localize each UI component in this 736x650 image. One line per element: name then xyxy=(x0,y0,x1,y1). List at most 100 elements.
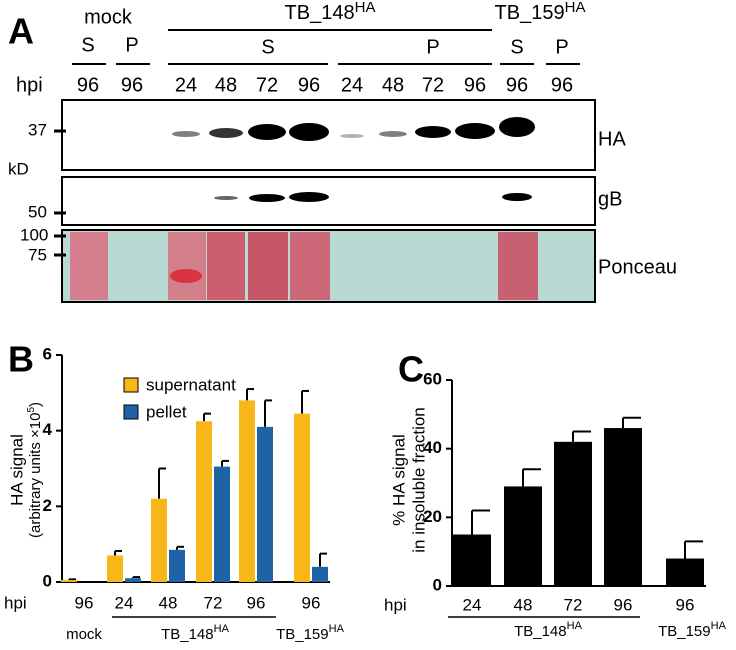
fraction-label: S xyxy=(510,36,523,58)
bar xyxy=(196,421,212,582)
lane-label: 96 xyxy=(121,74,143,96)
group-label: TB_148HA xyxy=(161,623,229,643)
group-label: mock xyxy=(84,6,133,28)
lane-labels: 96 96 24 48 72 96 24 48 72 96 96 96 xyxy=(77,74,573,96)
y-tick-label: 4 xyxy=(43,420,53,439)
bar xyxy=(169,549,185,582)
bar xyxy=(151,498,167,582)
fraction-label: P xyxy=(125,34,138,56)
bar xyxy=(312,566,328,582)
lane-label: 72 xyxy=(256,74,278,96)
superscript: HA xyxy=(355,0,376,16)
lane-label: 24 xyxy=(341,74,363,96)
lane-label: 96 xyxy=(506,74,528,96)
bar xyxy=(554,441,592,586)
y-axis-label: HA signal xyxy=(7,434,26,506)
y-axis-label: % HA signal xyxy=(389,434,408,526)
label: mock xyxy=(66,626,102,643)
x-tick-label: 48 xyxy=(159,593,178,612)
bar xyxy=(604,428,642,586)
lane-label: 96 xyxy=(464,74,486,96)
y-tick-label: 20 xyxy=(423,507,442,526)
y-tick-label: 2 xyxy=(43,496,52,515)
y-tick-label: 0 xyxy=(43,571,52,590)
ha-bands xyxy=(172,117,535,141)
panel-label: C xyxy=(398,349,424,390)
x-tick-label: 24 xyxy=(115,593,134,612)
x-tick-label: 24 xyxy=(463,595,482,614)
label: TB_159 xyxy=(658,623,711,640)
bar xyxy=(125,578,141,582)
lane-label: 72 xyxy=(422,74,444,96)
x-tick-label: 96 xyxy=(302,593,321,612)
x-tick-label: 96 xyxy=(247,593,266,612)
label: TB_148 xyxy=(514,623,567,640)
blot-label: HA xyxy=(598,128,626,150)
ponceau-lanes xyxy=(70,232,538,300)
fraction-label: P xyxy=(555,36,568,58)
label: TB_159 xyxy=(495,2,565,24)
legend-label: pellet xyxy=(146,402,187,421)
blot-label: gB xyxy=(598,188,622,210)
x-axis-label: hpi xyxy=(4,593,27,612)
label: TB_159 xyxy=(276,626,329,643)
y-tick-label: 0 xyxy=(433,575,442,594)
label: TB_148 xyxy=(161,626,214,643)
panel-label: B xyxy=(8,339,34,380)
blot-gb xyxy=(61,176,596,226)
label: TB_148 xyxy=(285,2,355,24)
x-tick-label: 72 xyxy=(564,595,583,614)
superscript: HA xyxy=(565,0,586,16)
group-label: mock xyxy=(66,626,102,643)
gb-bands xyxy=(214,192,532,202)
lane-label: 48 xyxy=(215,74,237,96)
blot-ha xyxy=(61,99,596,171)
x-axis-label: hpi xyxy=(384,595,407,614)
marker-label: 50 xyxy=(28,202,47,221)
marker-label: 100 xyxy=(20,225,48,244)
y-tick-label: 40 xyxy=(423,438,442,457)
superscript: HA xyxy=(214,623,230,635)
bar xyxy=(257,426,273,582)
fraction-label: S xyxy=(261,36,274,58)
fraction-label: P xyxy=(426,36,439,58)
group-label: TB_159HA xyxy=(495,0,586,24)
lane-label: 96 xyxy=(551,74,573,96)
y-tick-label: 60 xyxy=(423,369,442,388)
bar xyxy=(107,555,123,582)
text: (arbitrary units ×10 xyxy=(27,413,44,538)
panel-label: A xyxy=(8,11,34,52)
group-label: TB_148HA xyxy=(514,620,582,640)
group-label: TB_159HA xyxy=(658,620,726,640)
marker-label: 37 xyxy=(28,120,47,139)
x-tick-label: 48 xyxy=(514,595,533,614)
x-tick-label: 96 xyxy=(676,595,695,614)
bar xyxy=(239,400,255,582)
bar xyxy=(453,534,491,586)
lane-label: 48 xyxy=(382,74,404,96)
bar xyxy=(666,558,704,586)
lane-label: 24 xyxy=(175,74,197,96)
blot-label: Ponceau xyxy=(598,256,677,278)
superscript: 5 xyxy=(26,407,37,413)
x-tick-label: 96 xyxy=(614,595,633,614)
lane-label: 96 xyxy=(77,74,99,96)
group-label: TB_159HA xyxy=(276,623,344,643)
fraction-label: S xyxy=(81,34,94,56)
x-tick-label: 72 xyxy=(204,593,223,612)
y-tick-label: 6 xyxy=(43,344,52,363)
y-axis-label: in insoluble fraction xyxy=(409,407,428,553)
legend-swatch xyxy=(123,377,139,393)
marker-label: kD xyxy=(8,159,29,178)
group-label: TB_148HA xyxy=(285,0,376,24)
superscript: HA xyxy=(329,623,345,635)
marker-label: 75 xyxy=(28,245,47,264)
hpi-label: hpi xyxy=(16,74,43,96)
x-tick-label: 96 xyxy=(75,593,94,612)
superscript: HA xyxy=(711,620,727,632)
superscript: HA xyxy=(567,620,583,632)
bar xyxy=(61,580,77,582)
bar xyxy=(504,486,542,586)
bar xyxy=(294,413,310,582)
